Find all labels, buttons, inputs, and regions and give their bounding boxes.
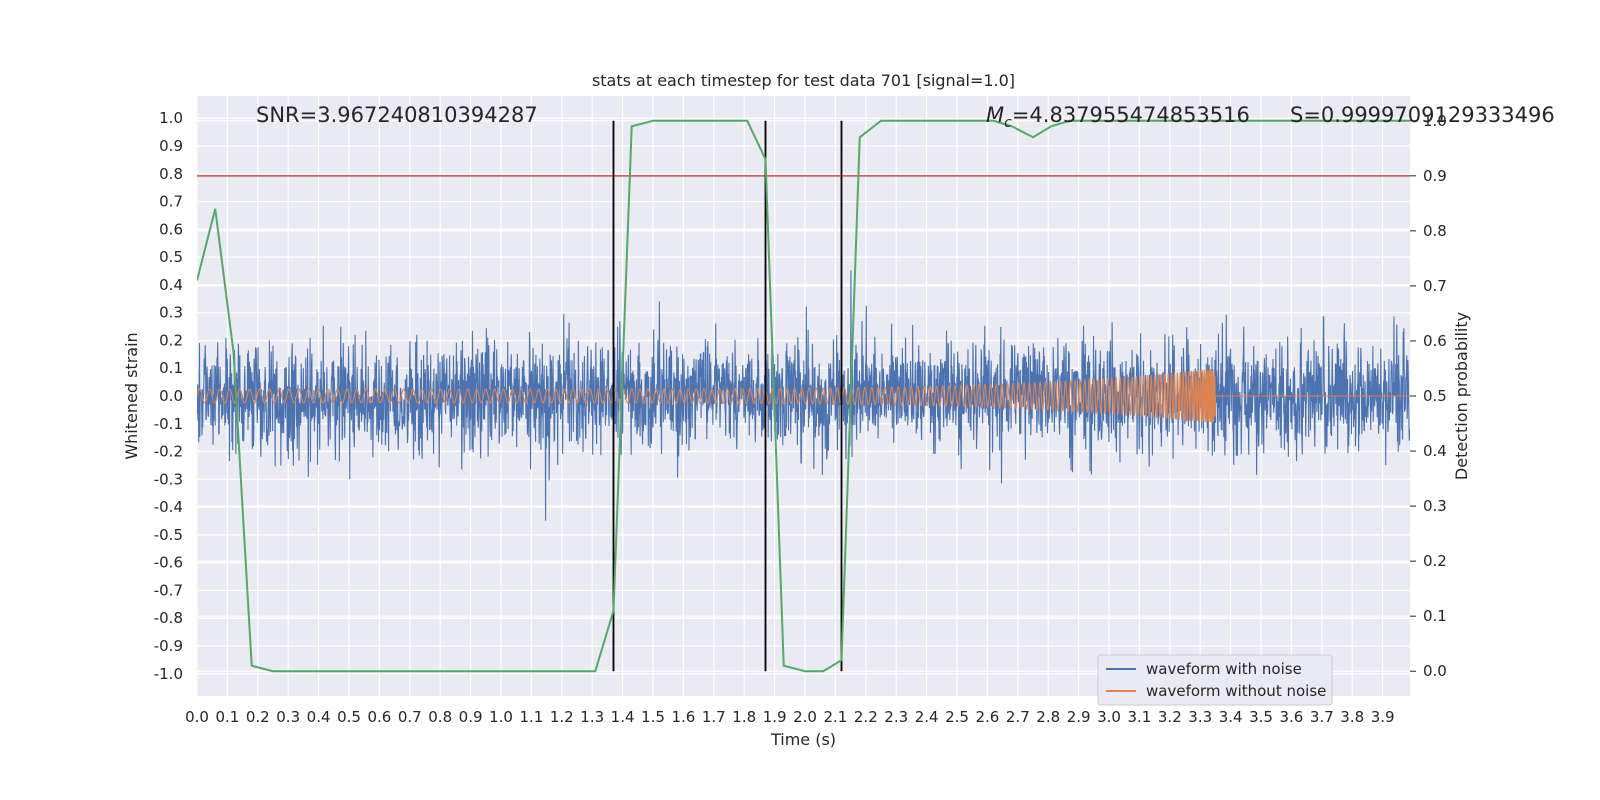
y-right-tick-label: 0.8 (1423, 222, 1447, 240)
y-left-tick-label: 0.6 (159, 220, 183, 238)
x-tick-label: 0.7 (398, 708, 422, 726)
x-tick-label: 1.9 (763, 708, 787, 726)
y-left-tick-label: 0.5 (159, 248, 183, 266)
x-tick-label: 2.1 (823, 708, 847, 726)
y-left-tick-label: -0.3 (154, 470, 183, 488)
x-tick-label: 2.9 (1067, 708, 1091, 726)
y-left-tick-label: 0.0 (159, 387, 183, 405)
mc-symbol: M (986, 103, 1004, 127)
s-annotation: S=0.9999709129333496 (1290, 103, 1555, 127)
y-left-tick-label: 0.4 (159, 276, 183, 294)
y-axis-label-right: Detection probability (1452, 312, 1471, 480)
mc-value: =4.837955474853516 (1012, 103, 1250, 127)
x-tick-label: 0.4 (307, 708, 331, 726)
x-tick-label: 1.1 (519, 708, 543, 726)
x-tick-label: 1.0 (489, 708, 513, 726)
x-tick-label: 3.5 (1249, 708, 1273, 726)
series-detection-probability (197, 119, 1410, 673)
x-tick-label: 1.5 (641, 708, 665, 726)
y-right-tick-label: 0.9 (1423, 167, 1447, 185)
y-left-tick-label: 0.2 (159, 331, 183, 349)
x-tick-label: 3.2 (1158, 708, 1182, 726)
x-tick-label: 2.7 (1006, 708, 1030, 726)
x-tick-label: 0.0 (185, 708, 209, 726)
y-left-tick-label: -0.6 (154, 554, 183, 572)
x-tick-label: 0.5 (337, 708, 361, 726)
x-tick-label: 0.9 (459, 708, 483, 726)
x-tick-label: 0.3 (276, 708, 300, 726)
mc-subscript: c (1004, 115, 1012, 131)
x-tick-label: 3.4 (1219, 708, 1243, 726)
x-tick-label: 1.4 (611, 708, 635, 726)
tick-layer: 0.0 0.1 0.2 0.3 0.4 0.5 0.6 0.7 0.8 0.9 1.0 1.1 1.2 1… (154, 109, 1447, 726)
y-right-tick-label: 0.6 (1423, 332, 1447, 350)
x-tick-label: 3.1 (1128, 708, 1152, 726)
x-axis-label: Time (s) (770, 730, 836, 749)
y-right-tick-label: 0.1 (1423, 607, 1447, 625)
y-right-tick-label: 0.0 (1423, 662, 1447, 680)
data-layer (197, 119, 1410, 673)
y-left-tick-label: 0.8 (159, 165, 183, 183)
y-right-tick-label: 1.0 (1423, 112, 1447, 130)
y-right-tick-label: 0.7 (1423, 277, 1447, 295)
x-tick-label: 2.4 (915, 708, 939, 726)
legend-box (1097, 654, 1333, 706)
y-right-tick-label: 0.4 (1423, 442, 1447, 460)
x-tick-label: 2.8 (1036, 708, 1060, 726)
y-left-tick-label: -0.1 (154, 415, 183, 433)
y-left-tick-label: 1.0 (159, 109, 183, 127)
y-left-tick-label: -0.8 (154, 609, 183, 627)
x-tick-label: 1.7 (702, 708, 726, 726)
y-right-tick-label: 0.5 (1423, 387, 1447, 405)
x-tick-label: 3.6 (1280, 708, 1304, 726)
x-tick-label: 1.3 (580, 708, 604, 726)
y-left-tick-label: 0.3 (159, 304, 183, 322)
legend-entry-noise: waveform with noise (1146, 660, 1302, 678)
y-left-tick-label: -0.2 (154, 443, 183, 461)
y-left-tick-label: -0.7 (154, 581, 183, 599)
y-left-tick-label: 0.1 (159, 359, 183, 377)
x-tick-label: 3.8 (1340, 708, 1364, 726)
legend-entry-clean: waveform without noise (1146, 682, 1326, 700)
y-axis-label-left: Whitened strain (122, 332, 141, 459)
y-right-tick-label: 0.2 (1423, 552, 1447, 570)
snr-annotation: SNR=3.967240810394287 (256, 103, 538, 127)
x-tick-label: 2.3 (884, 708, 908, 726)
y-left-tick-label: 0.7 (159, 193, 183, 211)
x-tick-label: 3.0 (1097, 708, 1121, 726)
legend: waveform with noise waveform without noi… (1097, 654, 1333, 706)
x-tick-label: 0.8 (428, 708, 452, 726)
x-tick-label: 1.2 (550, 708, 574, 726)
x-tick-label: 0.2 (246, 708, 270, 726)
y-right-tick-label: 0.3 (1423, 497, 1447, 515)
mc-annotation: Mc=4.837955474853516 (986, 103, 1250, 131)
x-tick-label: 0.1 (215, 708, 239, 726)
x-tick-label: 3.3 (1188, 708, 1212, 726)
y-left-tick-label: -0.9 (154, 637, 183, 655)
x-tick-label: 3.7 (1310, 708, 1334, 726)
x-tick-label: 2.5 (945, 708, 969, 726)
x-tick-label: 2.0 (793, 708, 817, 726)
x-tick-label: 2.6 (975, 708, 999, 726)
x-tick-label: 3.9 (1371, 708, 1395, 726)
y-left-tick-label: 0.9 (159, 137, 183, 155)
x-tick-label: 2.2 (854, 708, 878, 726)
y-left-tick-label: -1.0 (154, 665, 183, 683)
x-tick-label: 0.6 (367, 708, 391, 726)
chart-title: stats at each timestep for test data 701… (592, 71, 1015, 90)
x-tick-label: 1.6 (671, 708, 695, 726)
x-tick-label: 1.8 (732, 708, 756, 726)
y-left-tick-label: -0.4 (154, 498, 183, 516)
y-left-tick-label: -0.5 (154, 526, 183, 544)
series-waveform-without-noise (197, 368, 1410, 423)
